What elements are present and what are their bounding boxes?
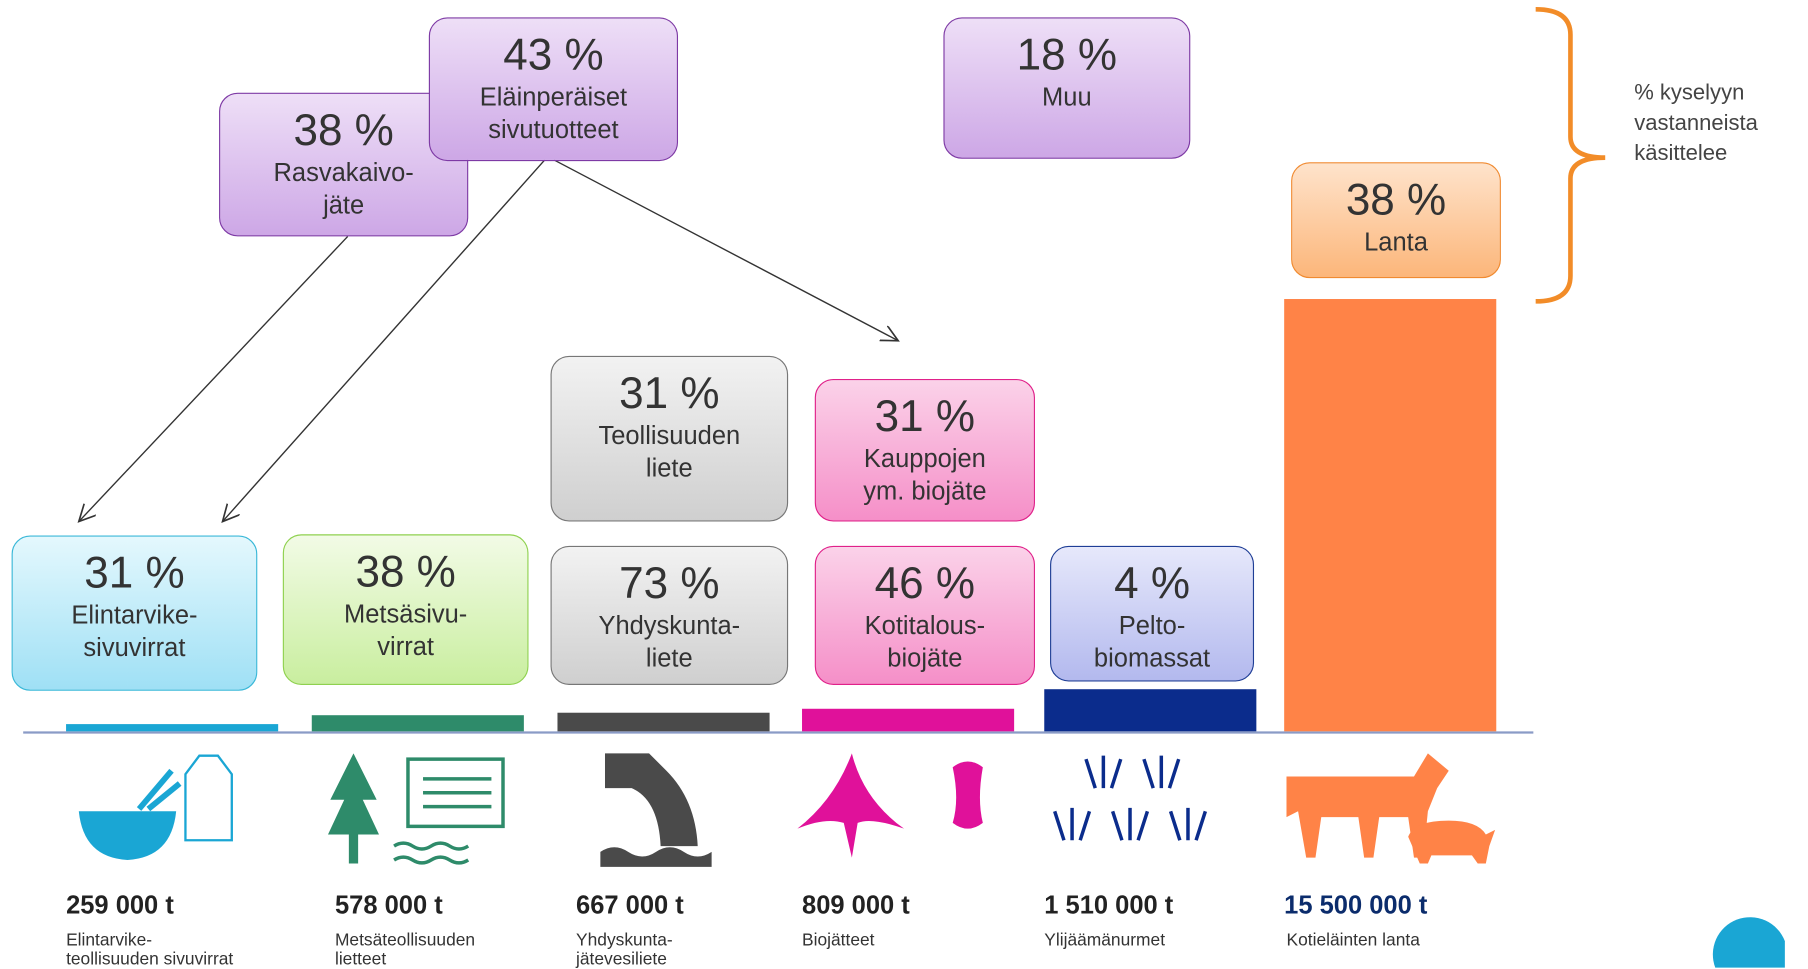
bar [1044, 689, 1257, 732]
box-label: Pelto- biomassat [1093, 610, 1211, 673]
bar [802, 708, 1015, 732]
category-label: Biojätteet [802, 930, 875, 951]
category-label: Kotieläinten lanta [1286, 930, 1420, 951]
bracket [1535, 6, 1606, 304]
percent: 46 % [874, 559, 976, 609]
box-label: Elintarvike- sivuvirrat [71, 600, 198, 662]
category-label: Elintarvike- teollisuuden sivuvirrat [66, 930, 234, 969]
arrows [79, 159, 898, 522]
box-label: Muu [1042, 82, 1092, 112]
percent: 31 % [874, 392, 976, 442]
category-box: 31 % Elintarvike- sivuvirrat [11, 535, 258, 691]
value-label: 809 000 t [802, 890, 910, 920]
category-label: Ylijäämänurmet [1044, 930, 1166, 951]
category-label: Yhdyskunta- jätevesiliete [576, 930, 673, 969]
percent: 38 % [355, 548, 456, 597]
category-box: 31 % Teollisuuden liete [550, 355, 789, 522]
category-box: 46 % Kotitalous- biojäte [814, 545, 1035, 685]
percent: 4 % [1114, 559, 1190, 609]
box-label: Rasvakaivo- jäte [273, 157, 414, 220]
category-box: 43 % Eläinperäiset sivutuotteet [428, 17, 679, 162]
box-label: Kotitalous- biojäte [864, 610, 986, 673]
box-label: Teollisuuden liete [598, 420, 741, 483]
percent: 38 % [1345, 176, 1447, 225]
percent: 18 % [1016, 31, 1118, 80]
value-label: 15 500 000 t [1284, 890, 1428, 920]
value-label: 259 000 t [66, 890, 174, 920]
box-label: Kauppojen ym. biojäte [863, 443, 987, 506]
annotation: % kyselyyn vastanneista käsittelee [1634, 81, 1758, 166]
percent: 38 % [293, 106, 394, 156]
icons [78, 753, 1785, 968]
value-label: 1 510 000 t [1044, 890, 1174, 920]
percent: 31 % [619, 369, 720, 419]
category-box: 18 % Muu [943, 17, 1191, 159]
percent: 43 % [503, 31, 604, 80]
value-label: 667 000 t [576, 890, 684, 920]
percent: 73 % [619, 559, 720, 609]
category-box: 38 % Metsäsivu- virrat [282, 534, 529, 685]
bar [1284, 299, 1497, 732]
value-label: 578 000 t [334, 890, 443, 920]
bar [557, 712, 770, 732]
box-label: Eläinperäiset sivutuotteet [479, 82, 628, 144]
category-label: Metsäteollisuuden lietteet [334, 930, 476, 969]
box-label: Lanta [1364, 227, 1428, 257]
category-box: 31 % Kauppojen ym. biojäte [814, 378, 1035, 522]
percent: 31 % [84, 549, 185, 599]
bar [311, 715, 524, 732]
category-box: 38 % Lanta [1291, 162, 1501, 279]
box-label: Yhdyskunta- liete [598, 610, 741, 673]
category-box: 38 % Rasvakaivo- jäte [219, 92, 469, 237]
category-box: 73 % Yhdyskunta- liete [550, 545, 789, 685]
category-box: 4 % Pelto- biomassat [1050, 545, 1255, 682]
bar [66, 724, 279, 732]
box-label: Metsäsivu- virrat [344, 599, 468, 661]
